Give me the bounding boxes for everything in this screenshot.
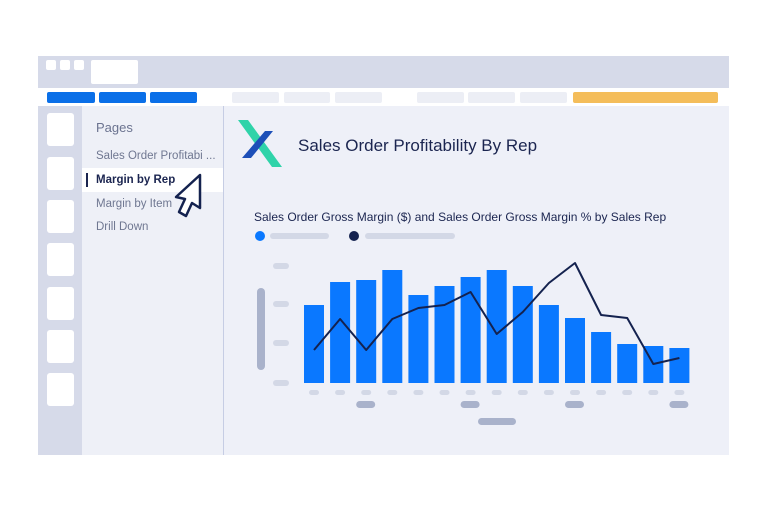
x-tick-label [648, 390, 659, 395]
x-tick-label [570, 390, 580, 395]
bar [486, 270, 507, 383]
toolbar [38, 88, 729, 106]
bar [408, 295, 429, 383]
x-tick-label [361, 390, 372, 395]
bar [382, 270, 403, 383]
toolbar-item[interactable] [284, 92, 330, 103]
x-tick-label [596, 390, 607, 395]
y-tick-label [273, 380, 289, 386]
rail-item[interactable] [47, 157, 74, 190]
toolbar-item[interactable] [520, 92, 567, 103]
nav-tab[interactable] [47, 92, 95, 103]
page-item-drill-down[interactable]: Drill Down [96, 221, 149, 233]
x-group-label [460, 401, 480, 408]
x-tick-label [465, 390, 476, 395]
toolbar-item[interactable] [417, 92, 464, 103]
x-logo [238, 120, 282, 167]
line-series [313, 262, 680, 365]
cursor-arrow-icon [174, 173, 202, 218]
x-tick-label [491, 390, 502, 395]
rail-item[interactable] [47, 243, 74, 276]
bar [304, 305, 324, 383]
y-tick-label [273, 340, 289, 346]
chart[interactable] [224, 106, 729, 455]
x-tick-label [517, 390, 528, 395]
x-group-label [565, 401, 584, 408]
nav-tab[interactable] [150, 92, 197, 103]
pages-panel: Pages Sales Order Profitabi ... Margin b… [82, 106, 224, 455]
y-tick-label [273, 263, 289, 269]
bar [512, 286, 533, 383]
x-axis-title [478, 418, 516, 425]
legend-label-placeholder [270, 233, 329, 239]
bar [565, 318, 585, 383]
window-control[interactable] [74, 60, 84, 70]
toolbar-item[interactable] [468, 92, 515, 103]
window-control[interactable] [46, 60, 56, 70]
nav-tab[interactable] [99, 92, 146, 103]
x-group-label [669, 401, 689, 408]
bar [356, 280, 377, 383]
bar [617, 344, 638, 383]
chart-title: Sales Order Gross Margin ($) and Sales O… [254, 210, 667, 224]
bar [538, 305, 559, 383]
x-tick-label [335, 390, 346, 395]
x-group-label [356, 401, 376, 408]
x-tick-label [543, 390, 554, 395]
page-title: Sales Order Profitability By Rep [298, 136, 538, 155]
page-item-margin-by-item[interactable]: Margin by Item [96, 198, 173, 210]
legend-label-placeholder [365, 233, 455, 239]
x-tick-label [387, 390, 398, 395]
rail-item[interactable] [47, 200, 74, 233]
left-rail [38, 106, 82, 455]
x-tick-label [622, 390, 633, 395]
pages-heading: Pages [96, 120, 133, 135]
page-item-sales-order-profitability[interactable]: Sales Order Profitabi ... [96, 150, 216, 162]
report-canvas: Sales Order Profitability By Rep Sales O… [224, 106, 729, 455]
highlight-button[interactable] [573, 92, 718, 103]
rail-item[interactable] [47, 330, 74, 363]
toolbar-item[interactable] [232, 92, 279, 103]
x-tick-label [309, 390, 319, 395]
rail-item[interactable] [47, 287, 74, 320]
x-tick-label [439, 390, 450, 395]
toolbar-item[interactable] [335, 92, 382, 103]
x-tick-label [674, 390, 685, 395]
legend-marker-line [349, 231, 359, 241]
bar [669, 348, 690, 383]
bar [591, 332, 612, 383]
window-titlebar [38, 56, 729, 88]
bar [330, 282, 351, 383]
y-axis-title [257, 288, 265, 370]
y-tick-label [273, 301, 289, 307]
x-tick-label [413, 390, 424, 395]
window-control[interactable] [60, 60, 70, 70]
rail-item[interactable] [47, 113, 74, 146]
browser-tab[interactable] [91, 60, 138, 84]
rail-item[interactable] [47, 373, 74, 406]
legend-marker-bar [255, 231, 265, 241]
bar [460, 277, 481, 383]
bar [434, 286, 455, 383]
